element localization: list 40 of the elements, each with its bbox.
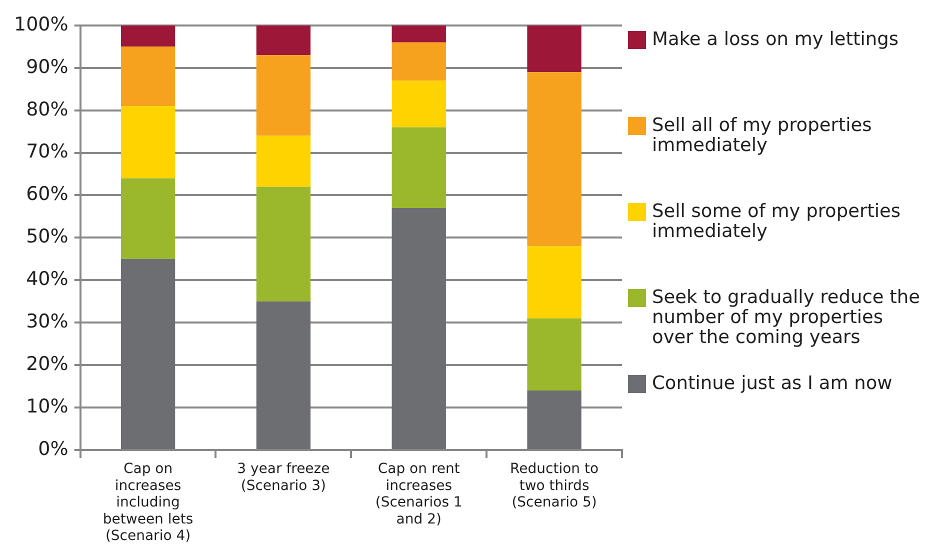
legend-label: Seek to gradually reduce the number of my properties over the coming years (652, 287, 921, 348)
y-tick-label: 50% (26, 226, 68, 248)
bar (120, 258, 176, 449)
bar (256, 301, 311, 449)
y-tick-label: 60% (26, 183, 68, 206)
y-tick-label: 90% (26, 56, 68, 78)
bar (527, 318, 582, 391)
x-tick-label: 3 year freeze (Scenario 3) (237, 461, 330, 494)
bar (120, 178, 176, 259)
bar (120, 46, 176, 106)
bar (256, 136, 311, 187)
y-tick-label: 30% (26, 310, 68, 333)
legend-label: Make a loss on my lettings (652, 29, 898, 50)
x-tick-label: Cap on increases including between lets (Scenario 4) (102, 461, 194, 544)
bar (527, 246, 582, 318)
x-tick-label: Reduction to two thirds (Scenario 5) (510, 461, 599, 511)
bar (256, 25, 311, 56)
bar (527, 390, 582, 449)
bar (392, 25, 446, 42)
y-tick-label: 10% (26, 395, 68, 418)
legend-label: Sell all of my properties immediately (652, 115, 873, 156)
x-tick-label: Cap on rent increases (Scenarios 1 and 2) (375, 461, 462, 528)
y-tick-label: 0% (38, 438, 68, 460)
bar (392, 127, 446, 208)
legend-label: Sell some of my properties immediately (652, 201, 902, 242)
bar (120, 106, 176, 178)
y-tick-label: 20% (26, 353, 68, 376)
y-tick-label: 70% (26, 140, 68, 163)
legend-label: Continue just as I am now (652, 373, 892, 394)
bar (392, 208, 446, 449)
y-tick-label: 80% (26, 98, 68, 120)
bar (527, 25, 582, 72)
bar (256, 186, 311, 302)
bar (120, 25, 176, 47)
bar (256, 55, 311, 136)
bar (527, 72, 582, 246)
bar (392, 80, 446, 128)
bar (392, 42, 446, 81)
y-tick-label: 40% (26, 268, 68, 290)
y-tick-label: 100% (14, 13, 68, 36)
